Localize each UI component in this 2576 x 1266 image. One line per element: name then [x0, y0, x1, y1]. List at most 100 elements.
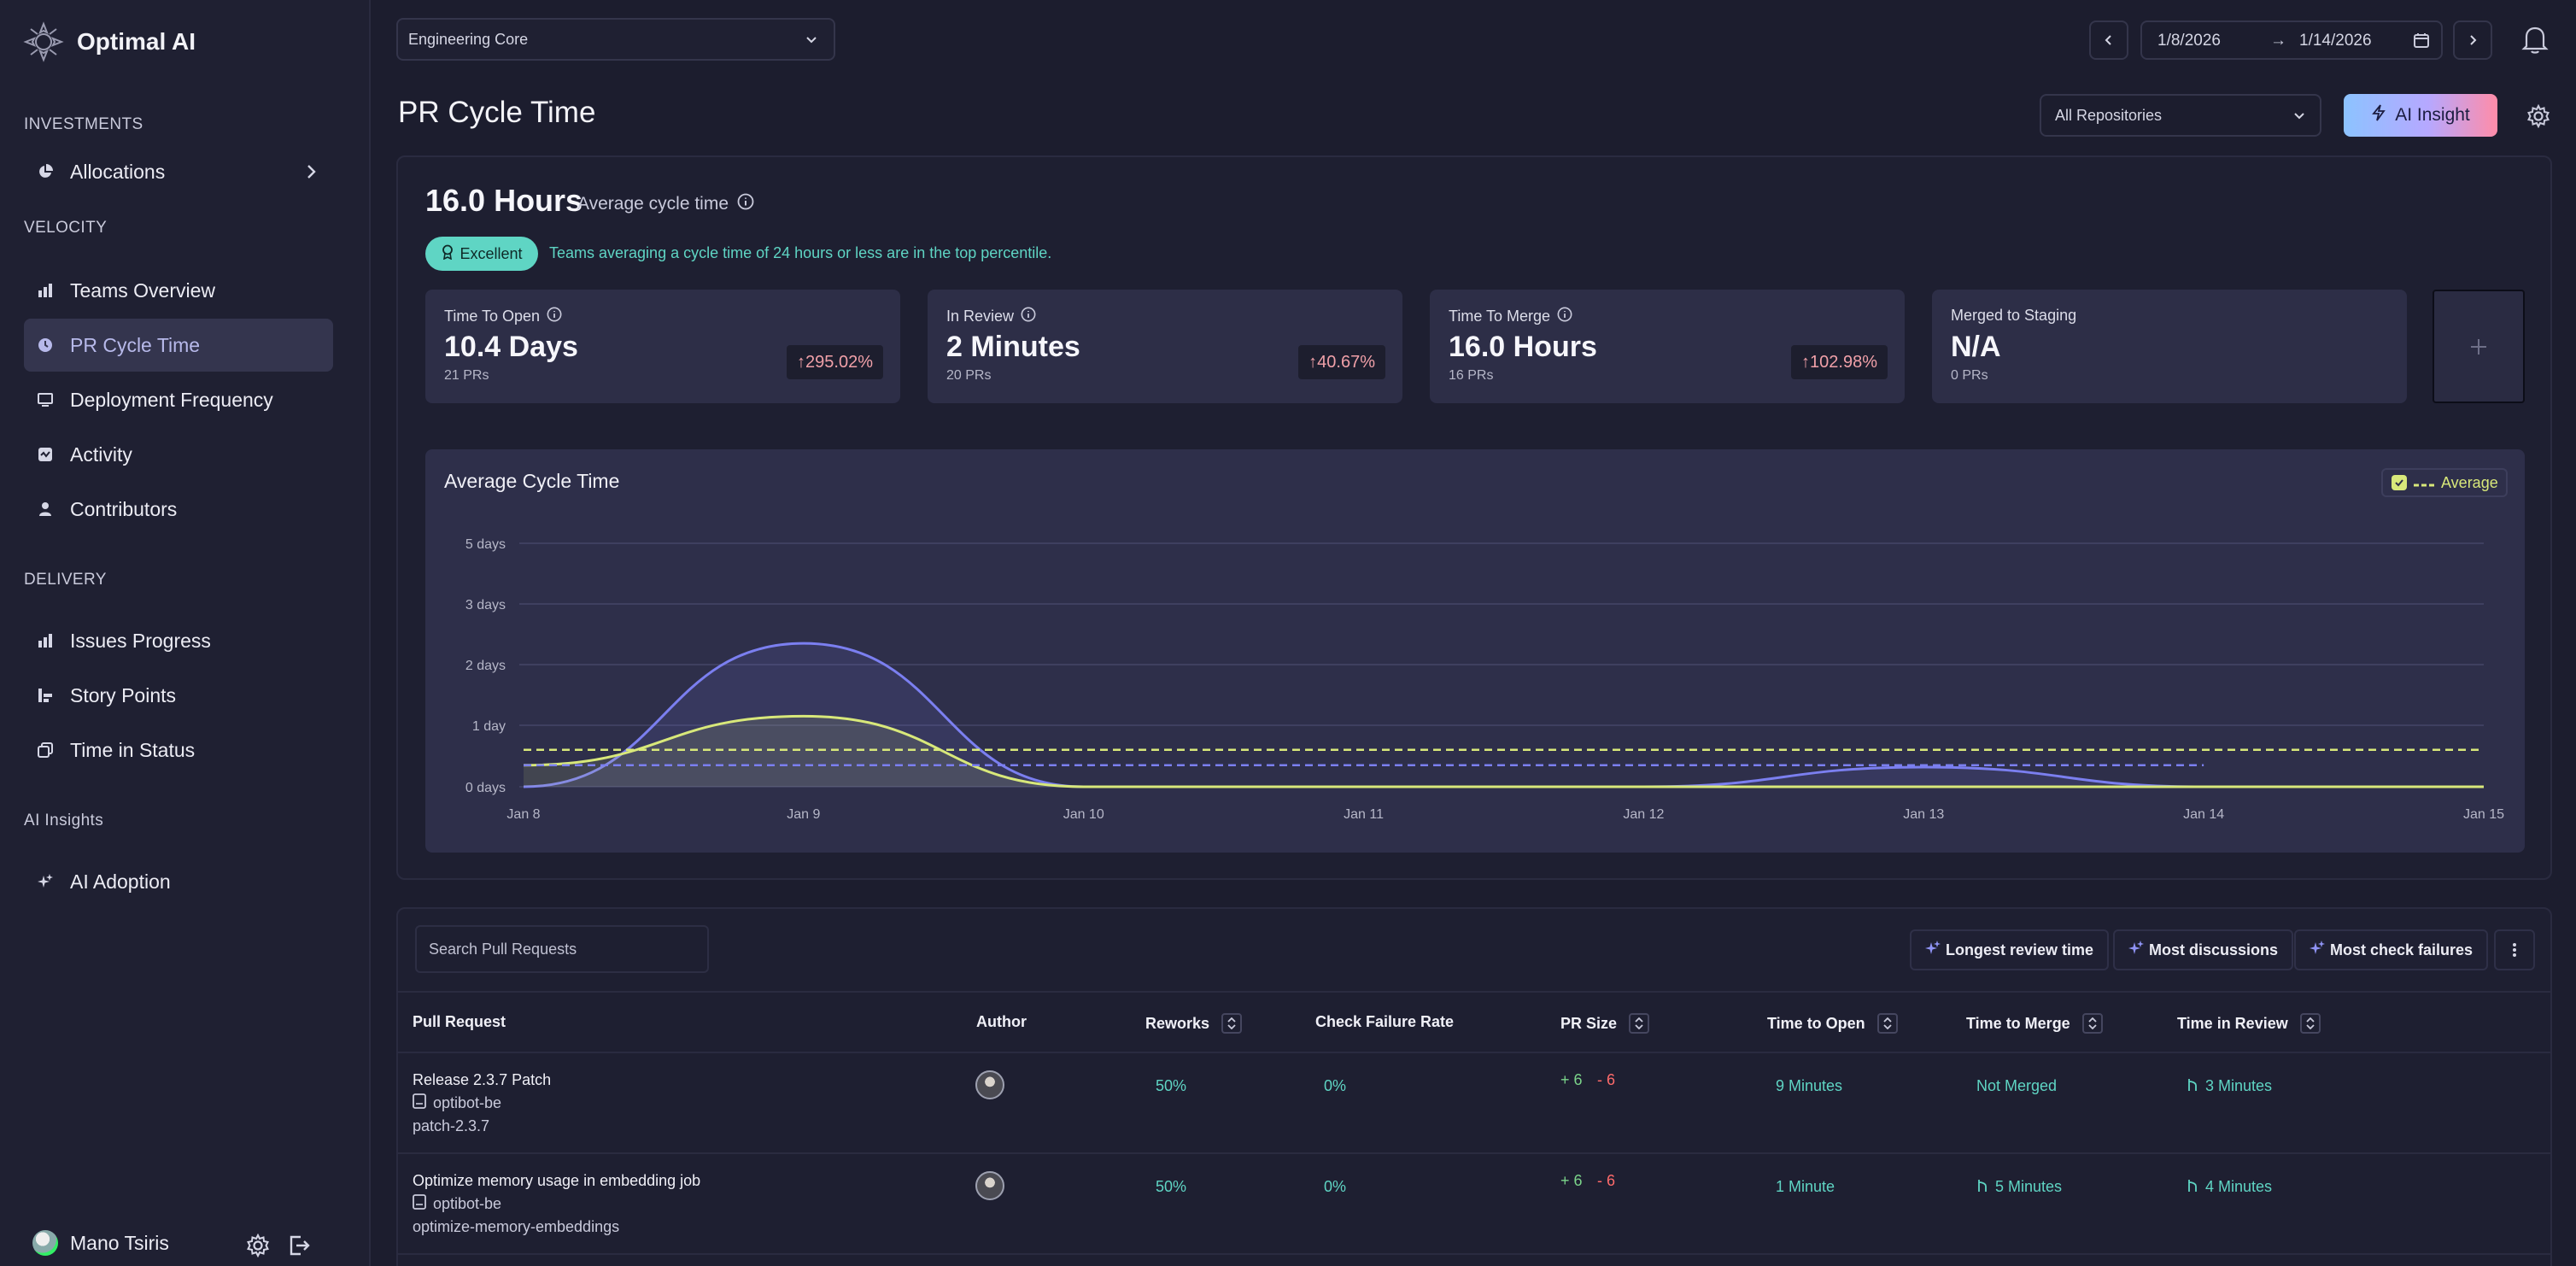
- repository-select[interactable]: All Repositories: [2040, 94, 2321, 137]
- sort-icon[interactable]: [1876, 1013, 1898, 1034]
- metric-card-time-to-open[interactable]: Time To Open 10.4 Days 21 PRs ↑ 295.02%: [425, 290, 900, 403]
- time-to-merge-value: 5 Minutes: [1976, 1178, 2062, 1198]
- sidebar-item-activity[interactable]: Activity: [24, 428, 333, 481]
- series-area: [524, 716, 2484, 787]
- user-profile[interactable]: Mano Tsiris: [32, 1230, 169, 1256]
- dashed-line-icon: [2414, 474, 2434, 492]
- sidebar-item-contributors[interactable]: Contributors: [24, 483, 333, 536]
- column-header-label: PR Size: [1560, 1014, 1618, 1032]
- filter-most-discussions-button[interactable]: Most discussions: [2113, 929, 2294, 970]
- benchmark-note: Teams averaging a cycle time of 24 hours…: [549, 244, 1052, 261]
- series-line: [523, 714, 2484, 788]
- x-tick-label: Jan 8: [506, 807, 540, 822]
- info-icon[interactable]: [1021, 307, 1036, 326]
- bar-chart-icon: [38, 633, 53, 648]
- logo-icon: [23, 21, 64, 62]
- sidebar-item-issues-progress[interactable]: Issues Progress: [24, 614, 333, 667]
- sidebar-item-allocations[interactable]: Allocations: [24, 145, 333, 198]
- sidebar-item-ai-adoption[interactable]: AI Adoption: [24, 855, 333, 908]
- pr-title[interactable]: Release 2.3.7 Patch: [413, 1071, 552, 1088]
- filter-label: Most check failures: [2330, 941, 2474, 958]
- bar-chart-icon: [38, 283, 53, 298]
- sort-icon[interactable]: [2081, 1013, 2103, 1034]
- metric-pr-count: 20 PRs: [946, 368, 992, 383]
- app-logo[interactable]: Optimal AI: [22, 21, 196, 63]
- metric-label-text: Time To Merge: [1449, 308, 1551, 325]
- more-options-button[interactable]: [2494, 929, 2535, 970]
- average-cycle-time-label: Average cycle time: [577, 193, 754, 215]
- section-label-velocity: VELOCITY: [24, 219, 108, 237]
- metric-card-in-review[interactable]: In Review 2 Minutes 20 PRs ↑ 40.67%: [928, 290, 1402, 403]
- x-tick-label: Jan 9: [787, 807, 820, 822]
- metric-delta-value: 40.67%: [1317, 352, 1375, 372]
- chart-title: Average Cycle Time: [444, 470, 620, 492]
- chevron-right-icon: [2470, 35, 2477, 45]
- metric-label: Merged to Staging: [1951, 307, 2076, 325]
- person-icon: [38, 501, 53, 517]
- reworks-value: 50%: [1156, 1178, 1187, 1195]
- sidebar-item-label: Teams Overview: [70, 278, 215, 302]
- award-icon: [441, 244, 454, 264]
- time-in-review-value: 4 Minutes: [2187, 1178, 2272, 1198]
- pr-title[interactable]: Optimize memory usage in embedding job: [413, 1172, 701, 1189]
- column-header-time-to-merge[interactable]: Time to Merge: [1966, 1013, 2103, 1034]
- sort-icon[interactable]: [1629, 1013, 1650, 1034]
- sparkle-icon: [1925, 940, 1941, 960]
- lightning-icon: [2371, 104, 2386, 126]
- add-metric-button[interactable]: [2433, 290, 2525, 403]
- team-select[interactable]: Engineering Core: [396, 18, 835, 61]
- column-header-reworks[interactable]: Reworks: [1145, 1013, 1243, 1034]
- sidebar-item-time-in-status[interactable]: Time in Status: [24, 724, 333, 777]
- sidebar-item-label: PR Cycle Time: [70, 333, 201, 356]
- avatar[interactable]: [975, 1070, 1004, 1099]
- metric-card-merged-to-staging[interactable]: Merged to Staging N/A 0 PRs: [1932, 290, 2407, 403]
- metric-value: 10.4 Days: [444, 331, 578, 363]
- column-header-label: Pull Request: [413, 1013, 506, 1030]
- x-tick-label: Jan 12: [1623, 807, 1664, 822]
- avatar[interactable]: [975, 1171, 1004, 1200]
- filter-longest-review-time-button[interactable]: Longest review time: [1910, 929, 2110, 970]
- metric-pr-count: 16 PRs: [1449, 368, 1494, 383]
- pr-size-deletions: - 6: [1597, 1071, 1616, 1088]
- filter-most-check-failures-button[interactable]: Most check failures: [2294, 929, 2489, 970]
- excellent-badge: Excellent: [425, 237, 538, 271]
- info-icon[interactable]: [1557, 307, 1572, 326]
- metric-label: Time To Open: [444, 307, 562, 326]
- ai-insight-button[interactable]: AI Insight: [2344, 94, 2497, 137]
- sidebar-item-story-points[interactable]: Story Points: [24, 669, 333, 722]
- logout-icon[interactable]: [287, 1234, 311, 1262]
- pr-repo-name: optibot-be: [433, 1195, 502, 1212]
- sidebar-item-teams-overview[interactable]: Teams Overview: [24, 264, 333, 317]
- sidebar-item-label: Activity: [70, 443, 132, 466]
- column-header-pr-size[interactable]: PR Size: [1560, 1013, 1650, 1034]
- repository-select-value: All Repositories: [2055, 106, 2163, 124]
- info-icon[interactable]: [547, 307, 562, 326]
- metric-label: Time To Merge: [1449, 307, 1572, 326]
- sidebar-item-pr-cycle-time[interactable]: PR Cycle Time: [24, 319, 333, 372]
- column-header-check-failure-rate: Check Failure Rate: [1315, 1013, 1454, 1031]
- page-settings-gear-icon[interactable]: [2526, 103, 2550, 132]
- sort-icon[interactable]: [2299, 1013, 2321, 1034]
- chart-legend-average[interactable]: Average: [2381, 468, 2508, 497]
- settings-gear-icon[interactable]: [246, 1233, 270, 1262]
- date-prev-button[interactable]: [2089, 21, 2128, 60]
- column-header-time-in-review[interactable]: Time in Review: [2177, 1013, 2321, 1034]
- column-header-time-to-open[interactable]: Time to Open: [1767, 1013, 1898, 1034]
- page-title: PR Cycle Time: [398, 96, 596, 129]
- arrow-up-icon: ↑: [797, 352, 806, 372]
- sidebar-item-label: Contributors: [70, 497, 178, 520]
- metric-pr-count: 21 PRs: [444, 368, 489, 383]
- date-next-button[interactable]: [2453, 21, 2492, 60]
- sidebar-item-deployment-frequency[interactable]: Deployment Frequency: [24, 373, 333, 426]
- search-pull-requests-input[interactable]: [415, 925, 709, 973]
- date-range-picker[interactable]: 1/8/2026 → 1/14/2026: [2140, 21, 2443, 60]
- team-select-value: Engineering Core: [408, 30, 529, 48]
- info-icon[interactable]: [737, 193, 754, 215]
- metric-label-text: Merged to Staging: [1951, 307, 2077, 324]
- time-in-review-text: 4 Minutes: [2205, 1178, 2273, 1195]
- section-label-ai-insights: AI Insights: [24, 812, 104, 829]
- metric-card-time-to-merge[interactable]: Time To Merge 16.0 Hours 16 PRs ↑ 102.98%: [1430, 290, 1905, 403]
- sort-icon[interactable]: [1221, 1013, 1243, 1034]
- avatar: [32, 1230, 58, 1256]
- notification-bell-icon[interactable]: [2521, 24, 2549, 59]
